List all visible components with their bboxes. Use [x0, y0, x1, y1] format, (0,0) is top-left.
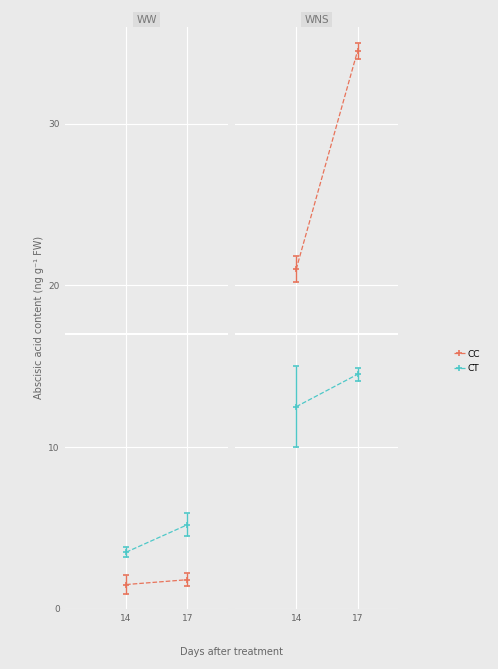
Y-axis label: Abscisic acid content (ng g⁻¹ FW): Abscisic acid content (ng g⁻¹ FW) [34, 236, 44, 399]
Title: WW: WW [136, 15, 157, 25]
Title: WNS: WNS [304, 15, 329, 25]
Legend: CC, CT: CC, CT [450, 346, 484, 377]
Text: Days after treatment: Days after treatment [180, 648, 283, 657]
